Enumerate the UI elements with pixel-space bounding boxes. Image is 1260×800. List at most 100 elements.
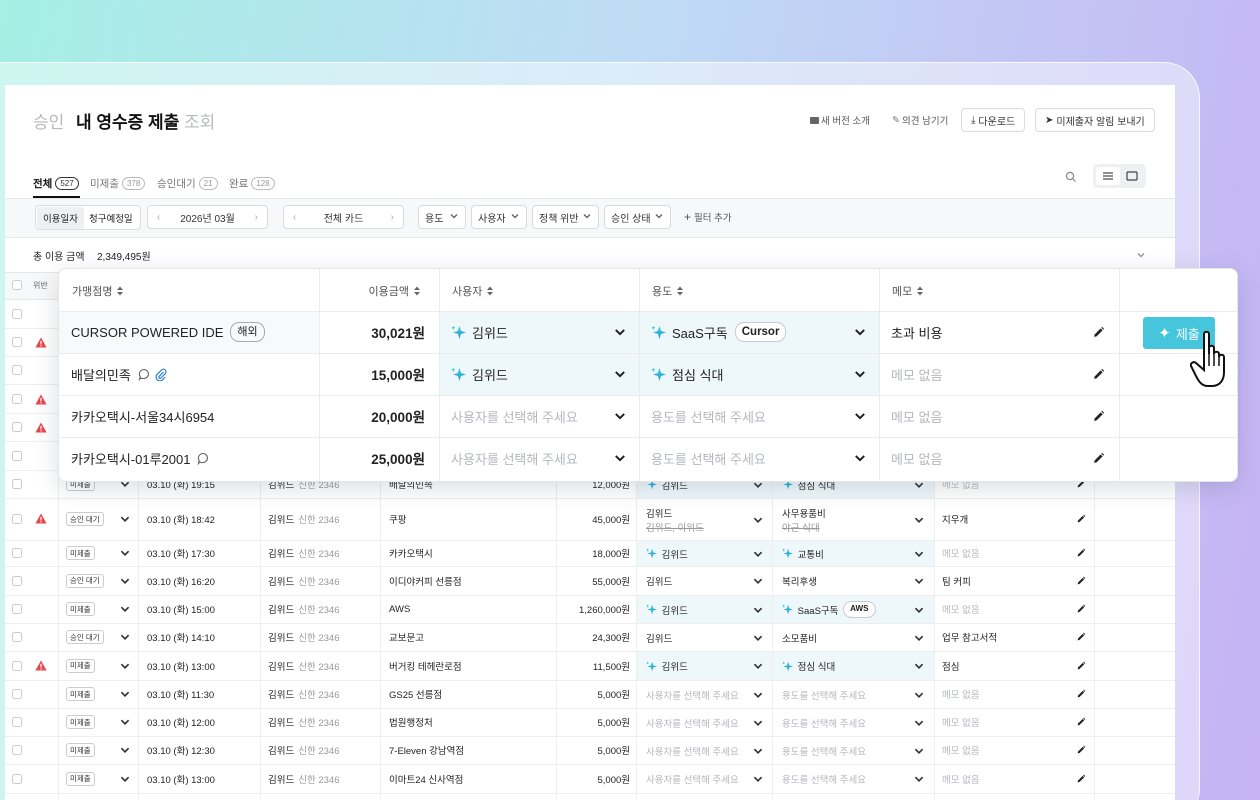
edit-button[interactable] <box>1076 661 1086 671</box>
new-version-link[interactable]: 새 버전 소개 <box>810 112 870 128</box>
select-cell[interactable]: 용도를 선택해 주세요 <box>782 709 866 736</box>
filter-dropdown[interactable]: 정책 위반 <box>532 205 599 229</box>
sort-icon <box>116 286 124 296</box>
select-cell[interactable]: 사용자를 선택해 주세요 <box>451 437 578 479</box>
submit-button[interactable]: ✦ 제출 <box>1143 317 1215 349</box>
select-cell[interactable]: 김위드 김위드, 이위드 <box>646 499 704 540</box>
row-divider <box>5 793 1175 794</box>
select-cell[interactable]: 용도를 선택해 주세요 <box>782 737 866 764</box>
value: 복리후생 <box>782 577 817 588</box>
remind-button[interactable]: ➤ 미제출자 알림 보내기 <box>1035 108 1155 132</box>
select-cell[interactable]: 사용자를 선택해 주세요 <box>646 681 739 708</box>
column-header[interactable]: 용도 <box>652 283 684 299</box>
edit-button[interactable] <box>1092 368 1105 381</box>
select-cell[interactable]: 용도를 선택해 주세요 <box>782 765 866 793</box>
select-cell[interactable]: 사용자를 선택해 주세요 <box>646 709 739 736</box>
select-cell[interactable]: 점심 식대 <box>651 353 723 395</box>
column-header[interactable]: 가맹점명 <box>72 283 124 299</box>
edit-button[interactable] <box>1092 410 1105 423</box>
edit-button[interactable] <box>1076 632 1086 642</box>
select-cell[interactable]: 김위드 <box>646 596 688 623</box>
label: 정책 위반 <box>539 213 579 225</box>
edit-button[interactable] <box>1076 604 1086 614</box>
icon-shape <box>855 455 865 462</box>
memo: 메모 없음 <box>942 549 980 560</box>
select-cell[interactable]: 사무용품비 야근 식대 <box>782 499 826 540</box>
edit-button[interactable] <box>1076 689 1086 699</box>
checkbox <box>12 451 22 461</box>
select-cell[interactable]: 김위드 <box>646 652 688 680</box>
icon-shape <box>12 689 22 699</box>
select-cell[interactable]: 김위드 <box>646 624 672 651</box>
edit-button[interactable] <box>1076 576 1086 586</box>
checkbox <box>12 422 22 432</box>
select-cell[interactable]: 김위드 <box>451 311 508 353</box>
column-line <box>556 470 557 800</box>
chevron <box>119 773 131 785</box>
month-picker[interactable]: ‹ 2026년 03월 › <box>147 205 268 229</box>
view-toggle[interactable] <box>1093 164 1146 188</box>
value: 김위드 <box>661 605 688 617</box>
column-header[interactable]: 이용금액 <box>369 283 421 299</box>
merchant: GS25 선릉점 <box>389 690 443 701</box>
select-cell[interactable]: 용도를 선택해 주세요 <box>651 395 766 437</box>
select-cell[interactable]: 복리후생 <box>782 567 817 595</box>
search-button[interactable] <box>1065 171 1077 183</box>
card-picker[interactable]: ‹ 전체 카드 › <box>283 205 404 229</box>
icon-shape <box>155 368 167 381</box>
select-cell[interactable]: 점심 식대 <box>782 652 835 680</box>
summary-amount: 2,349,495원 <box>97 251 151 263</box>
edit-button[interactable] <box>1076 717 1086 727</box>
merchant: AWS <box>389 603 411 615</box>
filter-dropdown[interactable]: 승인 상태 <box>604 205 671 229</box>
select-cell[interactable]: 사용자를 선택해 주세요 <box>646 765 739 793</box>
chevron <box>752 660 764 672</box>
select-cell[interactable]: 용도를 선택해 주세요 <box>782 681 866 708</box>
column-header[interactable]: 사용자 <box>452 283 494 299</box>
chevron <box>654 211 664 224</box>
icon-shape <box>120 747 130 753</box>
select-cell[interactable]: 소모품비 <box>782 624 817 651</box>
select-cell[interactable]: 김위드 <box>451 353 508 395</box>
select-cell[interactable]: SaaS구독 Cursor <box>651 311 787 353</box>
page-tab[interactable]: 조회 <box>184 112 216 132</box>
feedback-link[interactable]: ✎ 의견 남기기 <box>892 112 948 128</box>
tab-count: 527 <box>55 177 79 190</box>
edit-button[interactable] <box>1076 774 1086 784</box>
add-filter[interactable]: + 필터 추가 <box>684 209 732 225</box>
prev: ‹ <box>157 211 161 223</box>
page-tab[interactable]: 내 영수증 제출 <box>76 112 180 132</box>
amount: 12,000원 <box>592 480 630 491</box>
violation-icon <box>35 337 47 348</box>
select-cell[interactable]: SaaS구독 AWS <box>782 596 876 623</box>
select-cell[interactable]: 김위드 <box>646 541 688 566</box>
select-cell[interactable]: 김위드 <box>646 567 672 595</box>
edit-button[interactable] <box>1076 745 1086 755</box>
status-tab[interactable]: 승인대기 21 <box>157 176 218 191</box>
edit-button[interactable] <box>1092 452 1105 465</box>
column-line <box>439 269 440 481</box>
status-tab[interactable]: 전체 527 <box>33 176 79 191</box>
select-cell[interactable]: 사용자를 선택해 주세요 <box>646 737 739 764</box>
select-cell[interactable]: 교통비 <box>782 541 824 566</box>
cell-bg <box>440 354 639 395</box>
select-cell[interactable]: 용도를 선택해 주세요 <box>651 437 766 479</box>
row-divider <box>59 395 1237 396</box>
filter-dropdown[interactable]: 용도 <box>418 205 466 229</box>
column-header[interactable]: 메모 <box>892 283 924 299</box>
edit-button[interactable] <box>1076 514 1086 524</box>
icon-shape <box>646 660 657 671</box>
value: 김위드 <box>472 325 508 341</box>
row-divider <box>5 680 1175 681</box>
status-tab[interactable]: 완료 128 <box>229 176 275 191</box>
icon-shape <box>646 548 657 559</box>
value: 김위드 <box>646 577 673 588</box>
header-label: 가맹점명 <box>72 286 113 298</box>
filter-dropdown[interactable]: 사용자 <box>471 205 527 229</box>
status-tab[interactable]: 미제출 378 <box>90 176 146 191</box>
select-cell[interactable]: 사용자를 선택해 주세요 <box>451 395 578 437</box>
edit-button[interactable] <box>1092 326 1105 339</box>
download-button[interactable]: ⤓ 다운로드 <box>961 108 1026 132</box>
edit-button[interactable] <box>1076 548 1086 558</box>
page-tab[interactable]: 승인 <box>33 112 65 132</box>
